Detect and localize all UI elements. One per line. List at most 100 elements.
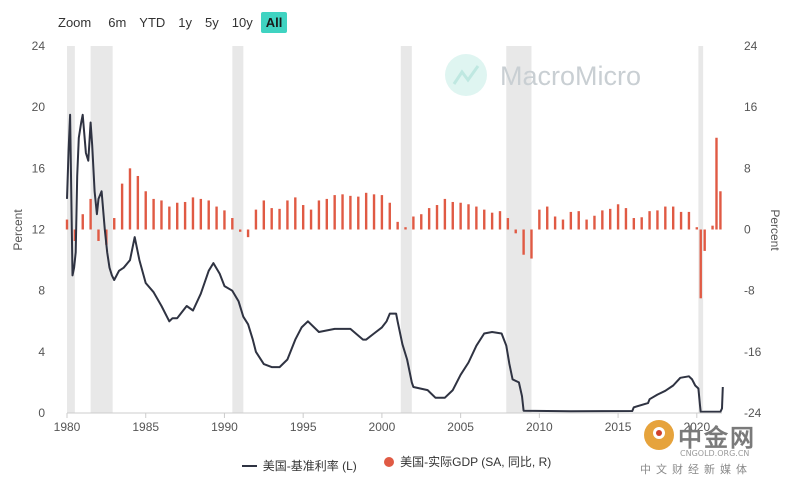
gdp-bar[interactable]	[176, 202, 179, 230]
gdp-bar[interactable]	[561, 219, 565, 230]
gdp-bar[interactable]	[648, 211, 651, 230]
zoom-all-button[interactable]: All	[260, 11, 288, 33]
x-tick-label: 2005	[447, 420, 474, 434]
gdp-bar[interactable]	[719, 191, 722, 230]
gdp-bar[interactable]	[609, 208, 612, 230]
cngold-tagline: 中文财经新媒体	[640, 463, 752, 476]
zoom-1y-button[interactable]: 1y	[178, 14, 193, 30]
gdp-bar[interactable]	[168, 206, 171, 230]
gdp-bar[interactable]	[601, 210, 604, 230]
gdp-bar[interactable]	[160, 200, 163, 230]
gdp-bar[interactable]	[262, 200, 266, 230]
rate-line[interactable]	[66, 113, 724, 413]
gdp-bar[interactable]	[624, 208, 628, 230]
gdp-bar[interactable]	[703, 229, 706, 251]
gdp-bar[interactable]	[632, 218, 636, 230]
gdp-bar[interactable]	[215, 206, 218, 230]
gdp-bar[interactable]	[254, 209, 258, 230]
legend-item-rate[interactable]: 美国-基准利率 (L)	[241, 457, 357, 474]
gdp-bar[interactable]	[616, 204, 620, 230]
zoom-6m-button[interactable]: 6m	[108, 14, 127, 30]
gdp-bar[interactable]	[656, 210, 659, 230]
gdp-bar[interactable]	[553, 216, 557, 230]
gdp-bar[interactable]	[577, 211, 580, 230]
gdp-bar[interactable]	[404, 227, 407, 230]
zoom-10y-button[interactable]: 10y	[231, 14, 253, 30]
legend-item-gdp[interactable]: 美国-实际GDP (SA, 同比, R)	[384, 453, 551, 470]
gdp-bar[interactable]	[89, 198, 92, 230]
gdp-bar[interactable]	[522, 229, 525, 255]
gdp-bar[interactable]	[451, 201, 454, 230]
gdp-bar[interactable]	[467, 204, 470, 230]
gdp-bar[interactable]	[144, 191, 147, 230]
gdp-bar[interactable]	[420, 214, 423, 230]
gdp-bar[interactable]	[388, 202, 391, 230]
gdp-bar[interactable]	[695, 227, 699, 230]
gdp-bar[interactable]	[128, 168, 132, 230]
gdp-bar[interactable]	[97, 229, 100, 241]
gdp-bar[interactable]	[309, 209, 313, 230]
gdp-bar[interactable]	[380, 195, 384, 230]
gdp-bar[interactable]	[459, 202, 462, 230]
gdp-bar[interactable]	[498, 211, 502, 230]
gdp-bar[interactable]	[286, 200, 289, 230]
gdp-bar[interactable]	[671, 206, 675, 230]
zoom-5y-button[interactable]: 5y	[205, 14, 219, 30]
gdp-bar[interactable]	[294, 197, 297, 230]
gdp-bar[interactable]	[546, 206, 549, 230]
gdp-bar[interactable]	[640, 217, 643, 230]
gdp-bar[interactable]	[183, 201, 187, 230]
gdp-bar[interactable]	[593, 215, 596, 230]
gdp-bar[interactable]	[357, 196, 360, 230]
gdp-bar[interactable]	[270, 208, 273, 230]
gdp-bar[interactable]	[199, 198, 203, 230]
gdp-bar[interactable]	[687, 211, 691, 230]
gdp-bar[interactable]	[475, 206, 478, 230]
gdp-bar[interactable]	[435, 205, 439, 230]
gdp-bar[interactable]	[301, 205, 305, 230]
gdp-bar[interactable]	[73, 229, 77, 241]
gdp-bar[interactable]	[490, 212, 494, 230]
gdp-bar[interactable]	[530, 229, 533, 259]
gdp-bar[interactable]	[317, 200, 321, 230]
gdp-bar[interactable]	[679, 211, 683, 230]
gdp-bar[interactable]	[238, 229, 242, 232]
gdp-bar[interactable]	[136, 175, 140, 230]
zoom-ytd-button[interactable]: YTD	[139, 14, 166, 30]
gdp-bar[interactable]	[223, 210, 226, 230]
gdp-bar[interactable]	[207, 200, 210, 230]
gdp-bar[interactable]	[191, 197, 195, 230]
gdp-bar[interactable]	[412, 216, 415, 230]
left-tick-label: 16	[32, 161, 46, 175]
gdp-bar[interactable]	[246, 229, 250, 238]
gdp-bars	[65, 137, 722, 299]
zoom-bar: Zoom 6m YTD 1y 5y 10y All	[58, 10, 290, 34]
gdp-bar[interactable]	[349, 195, 352, 230]
gdp-bar[interactable]	[81, 214, 84, 230]
gdp-bar[interactable]	[278, 208, 281, 230]
gdp-bar[interactable]	[711, 225, 714, 230]
gdp-bar[interactable]	[514, 229, 517, 234]
gdp-bar[interactable]	[715, 137, 718, 230]
gdp-bar[interactable]	[325, 198, 328, 230]
left-tick-label: 4	[38, 345, 45, 359]
gdp-bar[interactable]	[65, 219, 69, 230]
gdp-bar[interactable]	[664, 206, 667, 230]
gdp-bar[interactable]	[427, 208, 431, 230]
gdp-bar[interactable]	[364, 192, 368, 230]
gdp-bar[interactable]	[569, 211, 573, 230]
gdp-bar[interactable]	[333, 195, 336, 230]
gdp-bar[interactable]	[699, 229, 702, 299]
gdp-bar[interactable]	[538, 209, 541, 230]
gdp-bar[interactable]	[231, 218, 234, 230]
gdp-bar[interactable]	[506, 218, 510, 230]
gdp-bar[interactable]	[152, 198, 155, 230]
gdp-bar[interactable]	[396, 221, 399, 230]
gdp-bar[interactable]	[372, 194, 376, 230]
gdp-bar[interactable]	[585, 219, 588, 230]
gdp-bar[interactable]	[443, 198, 447, 230]
gdp-bar[interactable]	[483, 209, 486, 230]
gdp-bar[interactable]	[120, 183, 124, 230]
gdp-bar[interactable]	[341, 194, 344, 230]
gdp-bar[interactable]	[113, 218, 116, 230]
